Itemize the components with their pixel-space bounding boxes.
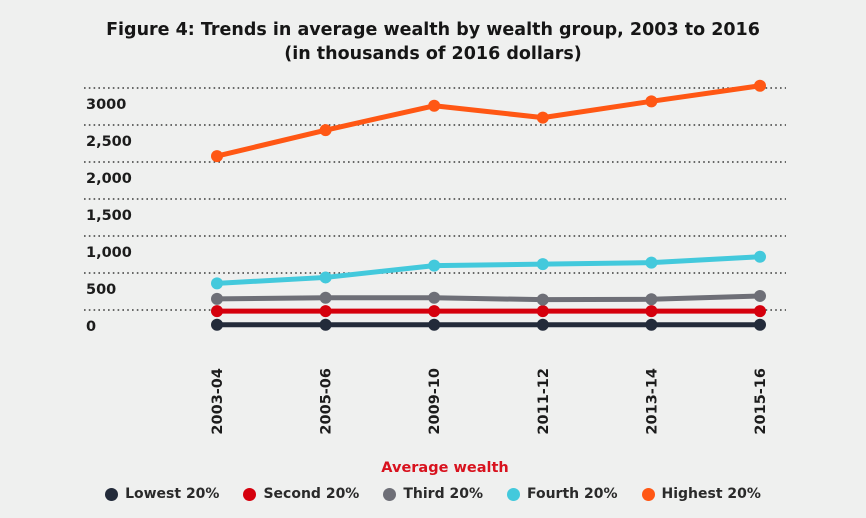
data-point bbox=[211, 277, 223, 290]
data-point bbox=[754, 305, 766, 318]
data-point bbox=[319, 318, 332, 331]
y-tick-label: 0 bbox=[86, 319, 96, 335]
x-tick-label: 2009-10 bbox=[427, 368, 443, 435]
x-tick-label: 2015-16 bbox=[753, 368, 769, 435]
data-point bbox=[754, 318, 766, 331]
data-point bbox=[428, 291, 441, 304]
chart-title-block: Figure 4: Trends in average wealth by we… bbox=[0, 18, 866, 66]
legend-label: Second 20% bbox=[263, 486, 360, 502]
legend-label: Lowest 20% bbox=[125, 486, 220, 502]
x-tick-label: 2005-06 bbox=[319, 368, 335, 435]
data-point bbox=[211, 305, 223, 318]
data-point bbox=[319, 305, 332, 318]
series-line bbox=[214, 254, 763, 286]
data-point bbox=[536, 258, 549, 271]
y-tick-label: 2,500 bbox=[86, 134, 132, 150]
y-tick-label: 500 bbox=[86, 282, 116, 298]
series-second-20 bbox=[211, 305, 766, 318]
legend-item: Second 20% bbox=[243, 486, 359, 502]
data-point bbox=[754, 289, 766, 302]
chart-subtitle: (in thousands of 2016 dollars) bbox=[284, 44, 582, 64]
legend-marker-icon bbox=[506, 487, 520, 501]
y-tick-label: 2,000 bbox=[86, 171, 132, 187]
legend-marker-icon bbox=[243, 487, 257, 501]
data-point bbox=[536, 305, 549, 318]
data-point bbox=[428, 305, 441, 318]
data-point bbox=[536, 293, 549, 306]
series-third-20 bbox=[211, 289, 766, 306]
data-point bbox=[754, 250, 766, 263]
legend-item: Third 20% bbox=[383, 486, 483, 502]
data-point bbox=[754, 79, 766, 92]
data-point bbox=[536, 111, 549, 124]
series-fourth-20 bbox=[211, 250, 766, 290]
legend-label: Fourth 20% bbox=[526, 486, 618, 502]
data-point bbox=[319, 291, 332, 304]
chart-title: Figure 4: Trends in average wealth by we… bbox=[106, 20, 760, 40]
data-point bbox=[211, 318, 223, 331]
series-line bbox=[214, 293, 763, 303]
data-point bbox=[211, 150, 223, 163]
series-lines bbox=[211, 79, 766, 331]
chart-legend: Lowest 20% Second 20% Third 20% Fourth 20% H… bbox=[0, 486, 866, 502]
data-point bbox=[645, 256, 658, 269]
legend-marker-icon bbox=[641, 487, 655, 501]
grid-lines bbox=[84, 87, 786, 311]
y-axis-ticks: 0 500 1,000 1,500 2,000 2,500 3000 bbox=[86, 97, 132, 335]
legend-label: Third 20% bbox=[403, 486, 483, 502]
y-tick-label: 3000 bbox=[86, 97, 126, 113]
data-point bbox=[645, 95, 658, 108]
data-point bbox=[536, 318, 549, 331]
legend-item: Highest 20% bbox=[641, 486, 761, 502]
series-line bbox=[214, 83, 763, 159]
y-tick-label: 1,500 bbox=[86, 208, 132, 224]
legend-marker-icon bbox=[105, 487, 119, 501]
series-highest-20 bbox=[211, 79, 766, 163]
x-tick-label: 2003-04 bbox=[210, 368, 226, 435]
x-axis-ticks: 2003-04 2005-06 2009-10 2011-12 2013-14 2015-… bbox=[210, 368, 769, 435]
legend-label: Highest 20% bbox=[661, 486, 761, 502]
data-point bbox=[645, 305, 658, 318]
legend-item: Fourth 20% bbox=[506, 486, 618, 502]
data-point bbox=[319, 271, 332, 284]
x-axis-label: Average wealth bbox=[381, 460, 508, 476]
data-point bbox=[428, 99, 441, 112]
x-tick-label: 2011-12 bbox=[536, 368, 552, 435]
series-lowest-20 bbox=[211, 318, 766, 331]
y-tick-label: 1,000 bbox=[86, 245, 132, 261]
data-point bbox=[319, 124, 332, 137]
data-point bbox=[645, 318, 658, 331]
line-chart: 0 500 1,000 1,500 2,000 2,500 3000 2003-04 2005… bbox=[84, 79, 786, 476]
x-tick-label: 2013-14 bbox=[644, 368, 660, 435]
data-point bbox=[211, 292, 223, 305]
legend-marker-icon bbox=[383, 487, 397, 501]
data-point bbox=[428, 318, 441, 331]
legend-item: Lowest 20% bbox=[105, 486, 219, 502]
data-point bbox=[645, 293, 658, 306]
data-point bbox=[428, 259, 441, 272]
